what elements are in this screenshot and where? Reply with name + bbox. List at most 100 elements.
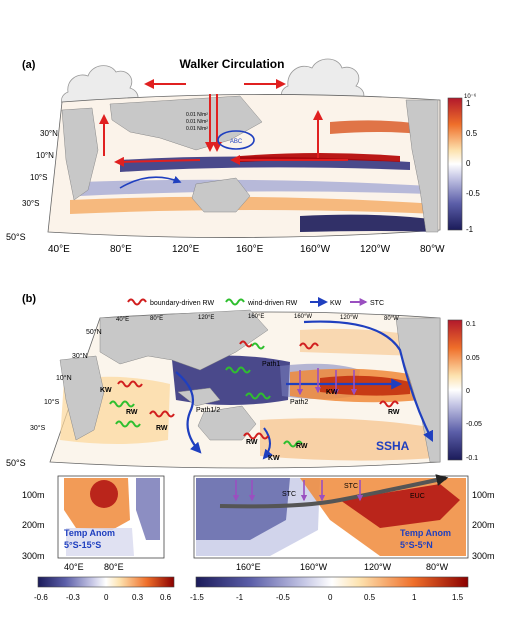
rw-wind-4 <box>245 392 271 400</box>
land-africa <box>61 107 99 201</box>
legend-wind-rw: wind-driven RW <box>247 300 298 307</box>
rw-boundary-3 <box>243 432 269 440</box>
left-warm-core <box>90 480 118 508</box>
right-depth-100: 100m <box>472 490 495 500</box>
land-b-eurasia <box>99 309 269 371</box>
b-lat-30n: 30°N <box>72 352 88 360</box>
left-lon-80e: 80°E <box>104 562 124 572</box>
right-warm-core <box>340 484 460 528</box>
b-lat-10s: 10°S <box>44 398 60 406</box>
anom-band-a6 <box>330 120 420 134</box>
cbar-right-t3: -0.5 <box>276 593 290 602</box>
land-americas <box>405 99 439 233</box>
b-lon-80w: 80°W <box>384 316 399 322</box>
rw-boundary-5 <box>299 342 319 350</box>
b-lat-50n: 50°N <box>86 328 102 336</box>
a-lat-50s: 50°S <box>6 232 26 242</box>
rw-wind-2 <box>115 420 141 428</box>
left-cool-deep <box>66 528 134 556</box>
a-lat-10s: 10°S <box>30 173 47 182</box>
b-lat-50s: 50°S <box>6 458 26 468</box>
right-depth-300: 300m <box>472 551 495 561</box>
right-section-range: 5°S-5°N <box>400 540 433 550</box>
left-section-title: Temp Anom <box>64 528 115 538</box>
right-cool-west <box>196 478 290 540</box>
cbar-b-t3: 0 <box>466 388 470 395</box>
cbar-a-t3: 0 <box>466 159 471 168</box>
cbar-b-t1: 0.1 <box>466 321 476 328</box>
cbar-right-t1: -1.5 <box>190 593 204 602</box>
legend-stc: STC <box>370 300 384 307</box>
sec-euc: EUC <box>410 493 425 500</box>
cbar-a-unit: 10⁻⁶ <box>464 93 477 100</box>
cbar-right-t5: 0.5 <box>364 593 376 602</box>
label-rw-2: RW <box>156 425 168 432</box>
left-section-range: 5°S-15°S <box>64 540 101 550</box>
right-lon-80w: 80°W <box>426 562 449 572</box>
colorbar-b <box>447 319 463 461</box>
panel-a-label: (a) <box>22 59 36 71</box>
rw-boundary-4 <box>379 400 399 408</box>
indian-loop <box>119 175 182 189</box>
cbar-a-t2: 0.5 <box>466 129 478 138</box>
cbar-left-t3: 0 <box>104 593 109 602</box>
cbar-left-t2: -0.3 <box>66 593 80 602</box>
land-b-australia <box>197 405 257 441</box>
kw-indian <box>175 371 202 454</box>
left-depth-300: 300m <box>22 551 45 561</box>
left-depth-100: 100m <box>22 490 45 500</box>
b-lat-30s: 30°S <box>30 424 46 432</box>
walker-surface-west <box>114 156 201 167</box>
walker-title: Walker Circulation <box>180 57 285 71</box>
cloud-east <box>281 58 365 107</box>
kw-coastal-east <box>303 320 433 442</box>
cbar-right-t2: -1 <box>236 593 244 602</box>
b-lat-10n: 10°N <box>56 374 72 382</box>
legend-boundary-rw: boundary-driven RW <box>150 300 214 307</box>
a-lon-40e: 40°E <box>48 244 70 255</box>
ref-vector-3: 0.01 N/m² <box>186 126 208 132</box>
ref-vector-2: 0.01 N/m² <box>186 119 208 125</box>
a-lat-10n: 10°N <box>36 151 54 160</box>
b-lon-120e: 120°E <box>198 315 214 321</box>
right-lon-160w: 160°W <box>300 562 328 572</box>
anom-south-pacific <box>260 418 436 461</box>
label-kw-south: KW <box>268 455 280 462</box>
land-asia <box>109 95 263 151</box>
cbar-a-t1: 1 <box>466 99 471 108</box>
label-path1: Path1 <box>262 361 280 368</box>
cbar-a-t4: -0.5 <box>466 189 480 198</box>
anom-band-a5 <box>300 214 438 232</box>
cbar-b-t5: -0.1 <box>466 455 478 462</box>
a-lon-120e: 120°E <box>172 244 200 255</box>
a-lon-120w: 120°W <box>360 244 391 255</box>
b-lon-160w: 160°W <box>294 314 312 320</box>
anom-band-a4 <box>80 179 430 196</box>
cbar-b-t2: 0.05 <box>466 355 480 362</box>
panel-b-label: (b) <box>22 293 36 305</box>
a-lat-30n: 30°N <box>40 129 58 138</box>
rw-boundary-2 <box>149 410 175 418</box>
cbar-right <box>195 576 469 588</box>
rw-wind-6 <box>251 342 265 350</box>
rw-boundary-1 <box>117 380 143 388</box>
abc-loop <box>217 130 255 150</box>
a-lon-160e: 160°E <box>236 244 264 255</box>
label-rw-1: RW <box>126 409 138 416</box>
right-depth-200: 200m <box>472 520 495 530</box>
rw-wind-5 <box>283 440 303 448</box>
right-lon-120w: 120°W <box>364 562 392 572</box>
right-cool-west-light <box>196 478 320 556</box>
b-lon-160e: 160°E <box>248 314 264 320</box>
land-australia <box>191 177 251 213</box>
legend-kw: KW <box>330 300 342 307</box>
a-lon-80e: 80°E <box>110 244 132 255</box>
right-section-title: Temp Anom <box>400 528 451 538</box>
ref-vector-1: 0.01 N/m² <box>186 112 208 118</box>
land-b-africa <box>59 355 105 441</box>
sec-stc-1: STC <box>282 491 296 498</box>
label-ssha: SSHA <box>376 439 410 453</box>
euc-band <box>219 474 449 509</box>
cbar-left-t4: 0.3 <box>132 593 144 602</box>
